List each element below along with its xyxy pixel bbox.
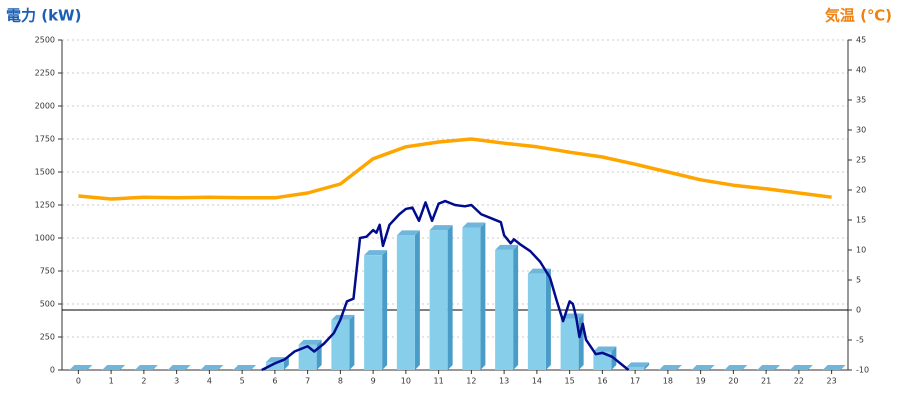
bar: [691, 365, 715, 370]
x-tick-label: 18: [663, 377, 673, 386]
x-tick-label: 21: [761, 377, 771, 386]
x-tick-label: 5: [240, 377, 245, 386]
y2-tick-label: 15: [856, 216, 866, 225]
x-tick-label: 4: [207, 377, 212, 386]
y-tick-label: 250: [40, 333, 55, 342]
y2-axis-title: 気温 (℃): [825, 7, 892, 25]
x-tick-label: 20: [728, 377, 738, 386]
bar: [757, 365, 781, 370]
x-tick-label: 9: [371, 377, 376, 386]
bar: [298, 339, 322, 370]
y-tick-label: 2500: [35, 36, 55, 45]
y-tick-label: 0: [50, 366, 55, 375]
y-tick-label: 750: [40, 267, 55, 276]
x-tick-label: 2: [141, 377, 146, 386]
bar: [462, 222, 486, 370]
x-tick-label: 8: [338, 377, 343, 386]
y2-tick-label: 25: [856, 156, 866, 165]
bar: [495, 244, 519, 370]
y2-tick-label: -10: [856, 366, 869, 375]
bar: [724, 365, 748, 370]
x-tick-label: 1: [109, 377, 114, 386]
bar: [200, 365, 224, 370]
x-tick-label: 12: [466, 377, 476, 386]
x-tick-label: 22: [794, 377, 804, 386]
x-tick-label: 11: [434, 377, 444, 386]
y-tick-label: 2250: [35, 69, 55, 78]
y2-tick-label: 35: [856, 96, 866, 105]
bar: [233, 365, 257, 370]
y-tick-label: 1250: [35, 201, 55, 210]
bar: [527, 268, 551, 370]
y2-tick-label: 30: [856, 126, 866, 135]
y2-tick-label: 10: [856, 246, 866, 255]
x-tick-label: 0: [76, 377, 81, 386]
y-tick-label: 2000: [35, 102, 55, 111]
line: [261, 199, 630, 372]
x-tick-label: 23: [827, 377, 837, 386]
y2-tick-label: 20: [856, 186, 866, 195]
x-tick-label: 15: [565, 377, 575, 386]
x-tick-label: 16: [597, 377, 607, 386]
x-tick-label: 10: [401, 377, 411, 386]
bar: [396, 230, 420, 370]
x-tick-label: 17: [630, 377, 640, 386]
bar: [626, 362, 650, 370]
y-axis-title: 電力 (kW): [6, 7, 81, 25]
y-tick-label: 500: [40, 300, 55, 309]
x-tick-label: 3: [174, 377, 179, 386]
bar: [167, 365, 191, 370]
line: [78, 137, 832, 201]
bar: [789, 365, 813, 370]
x-tick-label: 7: [305, 377, 310, 386]
bar: [822, 365, 846, 370]
bar: [658, 365, 682, 370]
bar: [331, 314, 355, 370]
y2-tick-label: 45: [856, 36, 866, 45]
x-tick-label: 13: [499, 377, 509, 386]
y-tick-label: 1500: [35, 168, 55, 177]
x-tick-label: 19: [696, 377, 706, 386]
bar: [69, 365, 93, 370]
bar: [364, 250, 388, 370]
bar: [102, 365, 126, 370]
x-tick-label: 14: [532, 377, 542, 386]
bar: [560, 313, 584, 370]
y2-tick-label: -5: [856, 336, 864, 345]
x-tick-label: 6: [272, 377, 277, 386]
y2-tick-label: 5: [856, 276, 861, 285]
bar: [134, 365, 158, 370]
y2-tick-label: 0: [856, 306, 861, 315]
y2-tick-label: 40: [856, 66, 866, 75]
bar: [429, 225, 453, 370]
y-tick-label: 1750: [35, 135, 55, 144]
y-tick-label: 1000: [35, 234, 55, 243]
